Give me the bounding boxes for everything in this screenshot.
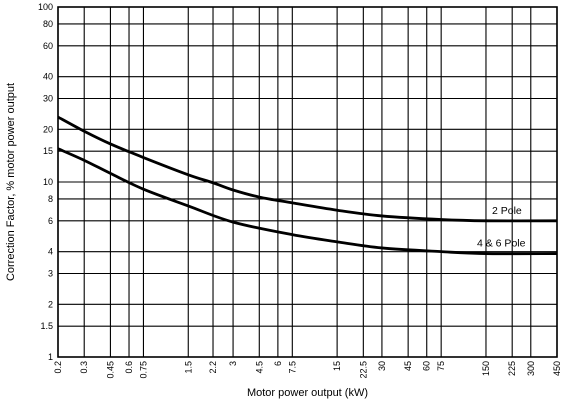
y-tick-label: 80 xyxy=(43,19,53,29)
plot-frame xyxy=(57,6,558,358)
series-line-2-pole xyxy=(57,115,558,223)
x-tick-label: 150 xyxy=(481,361,491,376)
x-tick-label: 60 xyxy=(422,361,432,371)
y-tick-label: 10 xyxy=(43,177,53,187)
y-tick-label: 30 xyxy=(43,94,53,104)
y-tick-label: 3 xyxy=(48,269,53,279)
x-tick-label: 450 xyxy=(552,361,561,376)
y-tick-label: 1 xyxy=(48,352,53,362)
x-tick-label: 0.6 xyxy=(124,361,134,374)
x-tick-label: 15 xyxy=(332,361,342,371)
y-tick-label: 4 xyxy=(48,247,53,257)
y-tick-label: 100 xyxy=(38,2,53,12)
y-tick-label: 2 xyxy=(48,299,53,309)
x-tick-label: 45 xyxy=(403,361,413,371)
x-tick-label: 30 xyxy=(377,361,387,371)
x-tick-label: 1.5 xyxy=(183,361,193,374)
x-tick-label: 7.5 xyxy=(287,361,297,374)
x-tick-label: 225 xyxy=(507,361,517,376)
x-tick-label: 4.5 xyxy=(254,361,264,374)
y-axis-title: Correction Factor, % motor power output xyxy=(5,83,17,281)
y-tick-label: 8 xyxy=(48,194,53,204)
x-tick-label: 75 xyxy=(436,361,446,371)
x-tick-label: 6 xyxy=(273,361,283,366)
x-tick-label: 0.2 xyxy=(53,361,63,374)
x-tick-label: 2.2 xyxy=(208,361,218,374)
series-label-2-pole: 2 Pole xyxy=(492,205,522,217)
grid xyxy=(57,6,558,358)
y-tick-label: 60 xyxy=(43,41,53,51)
y-tick-label: 1.5 xyxy=(40,321,53,331)
x-tick-label: 3 xyxy=(228,361,238,366)
x-tick-label: 0.3 xyxy=(79,361,89,374)
x-tick-label: 22.5 xyxy=(358,361,368,379)
x-axis-title: Motor power output (kW) xyxy=(247,387,368,399)
series-label-4-6-pole: 4 & 6 Pole xyxy=(477,238,526,250)
x-tick-label: 0.45 xyxy=(105,361,115,379)
y-tick-label: 6 xyxy=(48,216,53,226)
y-tick-label: 40 xyxy=(43,72,53,82)
series-line-4-6-pole xyxy=(57,147,558,256)
x-tick-label: 300 xyxy=(526,361,536,376)
x-tick-label: 0.75 xyxy=(138,361,148,379)
curves xyxy=(57,115,558,256)
y-tick-label: 20 xyxy=(43,124,53,134)
tick-labels: 0.2 0.3 0.45 0.6 0.75 1.5 2.2 3 4.5 6 7.5 15 22.5 30 4… xyxy=(38,2,561,379)
y-tick-label: 15 xyxy=(43,146,53,156)
